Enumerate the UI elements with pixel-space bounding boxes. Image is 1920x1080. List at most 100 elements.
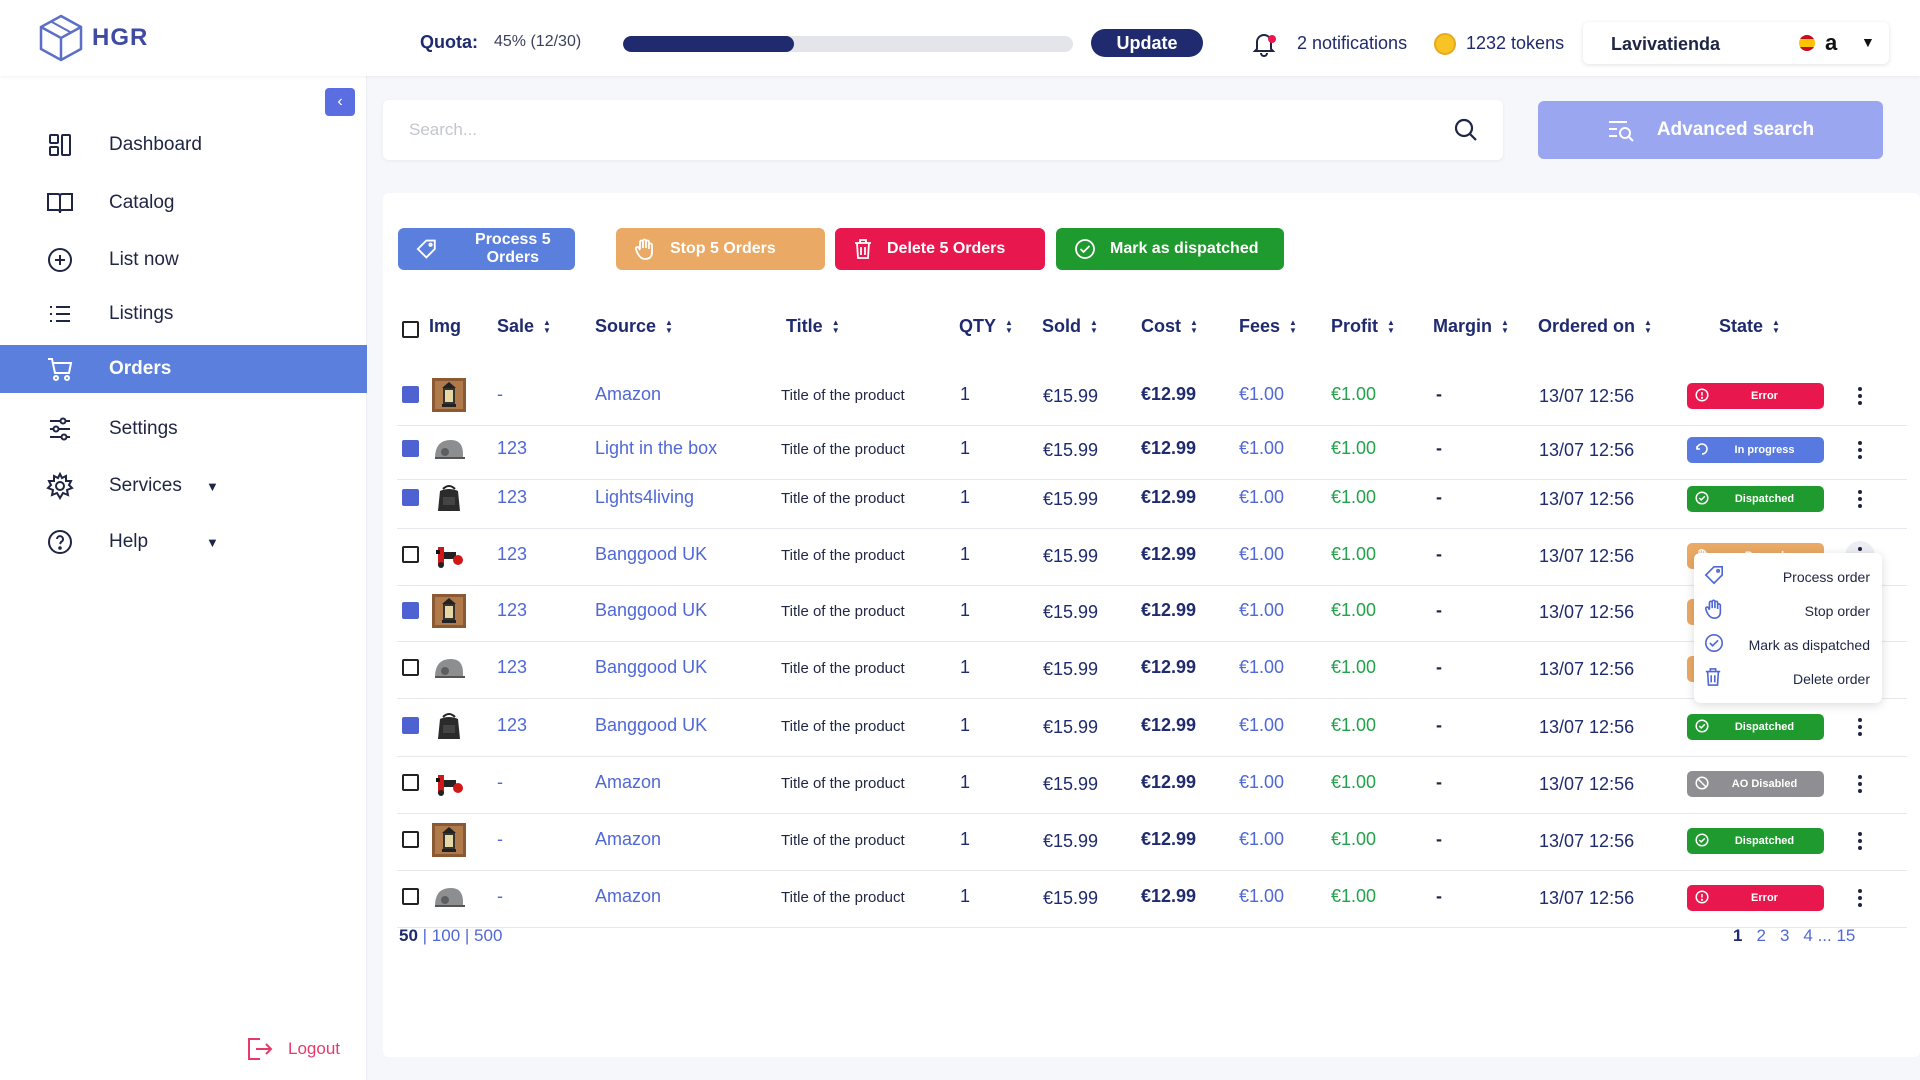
menu-item-mark-dispatched[interactable]: Mark as dispatched <box>1694 628 1882 662</box>
search-icon[interactable] <box>1453 117 1479 148</box>
source-link[interactable]: Banggood UK <box>595 657 708 677</box>
sidebar-item-catalog[interactable]: Catalog <box>0 179 367 227</box>
source-link[interactable]: Lights4living <box>595 487 695 507</box>
sidebar-item-settings[interactable]: Settings <box>0 405 367 453</box>
menu-item-stop-order[interactable]: Stop order <box>1694 594 1882 628</box>
process-orders-button[interactable]: Process 5 Orders <box>398 228 575 270</box>
col-header-source[interactable]: Source ▲ ▼ <box>595 316 673 337</box>
advanced-search-button[interactable]: Advanced search <box>1538 101 1883 159</box>
col-header-cost[interactable]: Cost ▲ ▼ <box>1141 316 1198 337</box>
col-header-qty[interactable]: QTY ▲ ▼ <box>959 316 1013 337</box>
source-link[interactable]: Banggood UK <box>595 600 708 620</box>
sidebar-item-list-now[interactable]: List now <box>0 236 367 284</box>
sidebar-item-orders[interactable]: Orders <box>0 345 367 393</box>
sale-cell[interactable]: 123 <box>497 544 528 564</box>
row-menu-button[interactable] <box>1845 484 1875 514</box>
sale-cell[interactable]: 123 <box>497 600 528 620</box>
logo[interactable]: HGR <box>38 14 148 62</box>
hand-icon <box>1704 598 1724 625</box>
delete-orders-button[interactable]: Delete 5 Orders <box>835 228 1045 270</box>
title-cell: Title of the product <box>781 387 905 404</box>
col-header-sale[interactable]: Sale ▲ ▼ <box>497 316 551 337</box>
page-link[interactable]: 3 <box>1779 926 1790 945</box>
page-link[interactable]: 2 <box>1756 926 1766 945</box>
trash-icon <box>855 239 871 259</box>
row-menu-button[interactable] <box>1845 769 1875 799</box>
row-menu-button[interactable] <box>1845 381 1875 411</box>
menu-item-delete-order[interactable]: Delete order <box>1694 662 1882 696</box>
sidebar-item-help[interactable]: Help ▼ <box>0 518 367 566</box>
row-menu-button[interactable] <box>1845 883 1875 913</box>
sale-cell[interactable]: - <box>497 384 503 404</box>
row-checkbox[interactable] <box>402 386 419 403</box>
mark-dispatched-button[interactable]: Mark as dispatched <box>1056 228 1284 270</box>
source-link[interactable]: Banggood UK <box>595 715 708 735</box>
row-checkbox[interactable] <box>402 774 419 791</box>
col-header-title[interactable]: Title ▲ ▼ <box>786 316 840 337</box>
coin-icon <box>1434 33 1456 55</box>
error-icon <box>1695 889 1709 907</box>
logout-icon <box>248 1038 273 1060</box>
sale-cell[interactable]: 123 <box>497 715 528 735</box>
page-size-option[interactable]: 500 <box>474 926 503 945</box>
row-checkbox[interactable] <box>402 659 419 676</box>
qty-cell: 1 <box>960 544 971 564</box>
row-checkbox[interactable] <box>402 602 419 619</box>
source-link[interactable]: Light in the box <box>595 438 718 458</box>
col-header-sold[interactable]: Sold ▲ ▼ <box>1042 316 1098 337</box>
cost-cell: €12.99 <box>1141 657 1197 677</box>
page-link[interactable]: 4 ... 15 <box>1803 926 1856 945</box>
bell-icon[interactable] <box>1250 30 1278 63</box>
stop-orders-button[interactable]: Stop 5 Orders <box>616 228 825 270</box>
fees-cell: €1.00 <box>1239 772 1285 792</box>
col-header-profit[interactable]: Profit ▲ ▼ <box>1331 316 1395 337</box>
menu-item-process-order[interactable]: Process order <box>1694 560 1882 594</box>
row-menu-button[interactable] <box>1845 712 1875 742</box>
page-size-option[interactable]: 50 <box>399 926 418 945</box>
sale-cell[interactable]: - <box>497 829 503 849</box>
sale-cell[interactable]: 123 <box>497 438 528 458</box>
sale-cell[interactable]: - <box>497 772 503 792</box>
store-selector[interactable]: Lavivatienda a ▼ <box>1583 22 1889 64</box>
col-header-margin[interactable]: Margin ▲ ▼ <box>1433 316 1509 337</box>
row-checkbox[interactable] <box>402 440 419 457</box>
row-checkbox[interactable] <box>402 489 419 506</box>
sale-cell[interactable]: 123 <box>497 487 528 507</box>
sidebar-item-services[interactable]: Services ▼ <box>0 462 367 510</box>
col-header-ordered-on[interactable]: Ordered on ▲ ▼ <box>1538 316 1652 337</box>
page-link[interactable]: 1 <box>1733 926 1743 945</box>
source-link[interactable]: Banggood UK <box>595 544 708 564</box>
sidebar-item-listings[interactable]: Listings <box>0 290 367 338</box>
kebab-icon <box>1858 718 1862 736</box>
logout-button[interactable]: Logout <box>246 1036 340 1062</box>
source-link[interactable]: Amazon <box>595 384 662 404</box>
source-link[interactable]: Amazon <box>595 829 662 849</box>
source-link[interactable]: Amazon <box>595 772 662 792</box>
sidebar-item-label: Listings <box>109 303 174 324</box>
menu-item-label: Process order <box>1782 569 1870 585</box>
row-checkbox[interactable] <box>402 888 419 905</box>
search-input[interactable] <box>409 115 1409 145</box>
page-size-option[interactable]: 100 <box>431 926 461 945</box>
row-menu-button[interactable] <box>1845 826 1875 856</box>
select-all-checkbox[interactable] <box>402 321 419 338</box>
collapse-sidebar-button[interactable]: ‹ <box>325 88 355 116</box>
col-header-state[interactable]: State ▲ ▼ <box>1719 316 1780 337</box>
row-checkbox[interactable] <box>402 546 419 563</box>
row-checkbox[interactable] <box>402 831 419 848</box>
col-header-fees[interactable]: Fees ▲ ▼ <box>1239 316 1297 337</box>
sale-cell[interactable]: - <box>497 886 503 906</box>
profit-cell: €1.00 <box>1331 772 1377 792</box>
notifications-link[interactable]: 2 notifications <box>1297 33 1408 53</box>
profit-cell: €1.00 <box>1331 438 1377 458</box>
margin-cell: - <box>1436 657 1442 677</box>
title-cell: Title of the product <box>781 660 905 677</box>
sidebar-item-label: Dashboard <box>109 134 202 155</box>
row-checkbox[interactable] <box>402 717 419 734</box>
col-header-label: Profit <box>1331 316 1378 336</box>
source-link[interactable]: Amazon <box>595 886 662 906</box>
row-menu-button[interactable] <box>1845 435 1875 465</box>
sidebar-item-dashboard[interactable]: Dashboard <box>0 121 367 169</box>
update-button[interactable]: Update <box>1091 29 1203 57</box>
sale-cell[interactable]: 123 <box>497 657 528 677</box>
